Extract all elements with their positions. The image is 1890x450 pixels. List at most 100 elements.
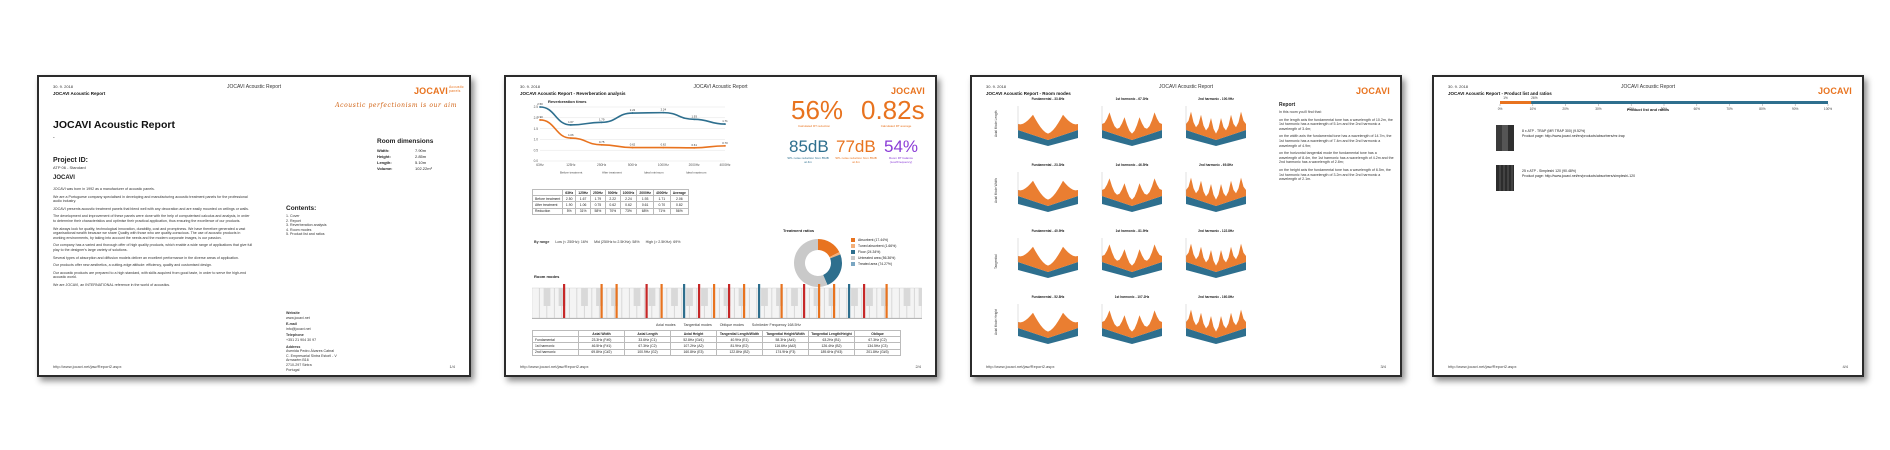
data-point — [693, 118, 696, 121]
surface-top — [1102, 112, 1162, 140]
piano-key-black — [791, 288, 798, 306]
report-paragraph: on the horizontal tangential mode the fu… — [1279, 151, 1394, 165]
piano-key-black — [701, 288, 708, 306]
ratio-tick-label: 60% — [1694, 107, 1701, 111]
description-paragraph: Several types of absorption and diffusio… — [53, 255, 239, 260]
ratio-bar-track — [1500, 101, 1828, 104]
address-line: Portugal — [286, 367, 300, 372]
contents-item[interactable]: 1. Cover — [286, 214, 300, 218]
x-tick-label: 1000Hz — [658, 163, 669, 167]
product-name: 25 x ATP - Simpleshi 120 (90.48%) — [1522, 169, 1577, 173]
mode-plot: 1st harmonic - 46.5Hz — [1098, 163, 1166, 212]
contents-item[interactable]: 3. Reverberation analysis — [286, 223, 327, 228]
ratio-tick-label: 30% — [1595, 107, 1602, 111]
email-link[interactable]: info@jocavi.net — [286, 326, 311, 331]
report-page-cover: 30. 9. 2018 JOCAVI Acoustic Report JOCAV… — [37, 75, 471, 377]
piano-key — [711, 287, 720, 319]
product-page-link[interactable]: Product page: http://www.jocavi.net/en/p… — [1522, 134, 1625, 138]
address-label: Address — [286, 344, 301, 349]
table-cell: 5% — [562, 207, 577, 215]
treatment-legend-item: Absorbent (17.44%) — [851, 237, 896, 243]
donut-slice — [818, 239, 840, 258]
report-paragraph: on the height axis the fundamental tone … — [1279, 167, 1391, 182]
product-page-link[interactable]: Product page: http://www.jocavi.net/en/p… — [1522, 174, 1636, 178]
surface-top — [1018, 180, 1078, 206]
row-label: Axial Mode Height — [994, 309, 998, 335]
modes-legend-oblique: Oblique modes — [719, 323, 744, 327]
contents-list: Contents: 1. Cover 2. Report 3. Reverberat… — [286, 205, 386, 237]
room-mode-marker — [885, 284, 888, 318]
legend-swatch — [851, 244, 855, 248]
page-header-title: JOCAVI Acoustic Report — [1158, 84, 1214, 90]
table-cell: 122.8Hz (B2) — [716, 348, 763, 356]
legend-swatch — [851, 256, 855, 260]
data-point — [693, 146, 696, 149]
surface-plot-icon — [1017, 172, 1078, 212]
piano-key-black — [761, 288, 768, 306]
surface-plot-icon — [1101, 304, 1162, 344]
dimension-value: 2.85m — [415, 154, 427, 159]
company-name: JOCAVI — [53, 175, 75, 181]
piano-key-black — [671, 288, 678, 306]
page-subtitle: JOCAVI Acoustic Report - Reverberation a… — [520, 91, 626, 96]
surface-plot-icon — [1101, 172, 1162, 212]
table-row: After treatment 1.90 1.06 0.75 0.62 0.62 0.61 0… — [531, 201, 689, 209]
table-cell: 31% — [575, 207, 591, 215]
ratio-tick-label: 50% — [1661, 107, 1668, 111]
mode-plot: 2nd harmonic - 122.8Hz — [1182, 229, 1250, 278]
data-label: 0.61 — [691, 143, 697, 147]
legend-label: Treated area (74.27%) — [858, 262, 892, 266]
contents-item[interactable]: 5. Product list and ratios — [286, 232, 325, 237]
mode-plot: Fundamental - 33.6Hz — [1014, 97, 1082, 146]
reverberation-table: 63Hz 125Hz 250Hz 500Hz 1000Hz 2000Hz 4000Hz Ave… — [531, 188, 689, 215]
contents-title: Contents: — [286, 205, 317, 212]
ratio-bar-fill — [1500, 101, 1532, 104]
y-tick-label: 1.5 — [534, 127, 539, 131]
surface-top — [1102, 310, 1162, 338]
page-subtitle: JOCAVI Acoustic Report - Room modes — [986, 91, 1071, 96]
mode-plot-title: Fundamental - 52.8Hz — [1031, 295, 1065, 299]
y-tick-label: 2.5 — [534, 105, 539, 109]
jocavi-logo: JOCAVI — [1355, 86, 1390, 96]
room-dimension-row: Width: 7.90m — [377, 148, 467, 154]
slogan: Acoustic perfectionism is our aim — [335, 102, 457, 109]
page-subtitle: JOCAVI Acoustic Report — [53, 91, 106, 96]
footer-url[interactable]: http://www.jocavi.net/jaw/Report2.aspx — [1448, 364, 1517, 369]
website-link[interactable]: www.jocavi.net — [286, 315, 310, 320]
surface-base — [1018, 328, 1078, 344]
mode-plot: 1st harmonic - 67.3Hz — [1098, 97, 1166, 146]
contents-item[interactable]: 4. Room modes — [286, 227, 312, 232]
data-label: 1.93 — [691, 114, 697, 118]
data-point — [724, 144, 726, 147]
table-cell: 69.8Hz (C#2) — [578, 348, 625, 356]
report-paragraph: on the length axis the fundamental tone … — [1279, 117, 1393, 131]
surface-top — [1186, 111, 1246, 140]
page-date: 30. 9. 2018 — [520, 84, 541, 89]
surface-top — [1018, 312, 1078, 338]
piano-key-black — [881, 288, 888, 306]
footer-url[interactable]: http://www.jocavi.net/jaw/Report2.aspx — [53, 364, 122, 369]
contents-item[interactable]: 2. Report — [286, 218, 301, 223]
footer-url[interactable]: http://www.jocavi.net/jaw/Report2.aspx — [986, 364, 1055, 369]
piano-key — [532, 287, 540, 319]
surface-top — [1186, 243, 1246, 272]
piano-key-black — [543, 288, 551, 306]
footer-url[interactable]: http://www.jocavi.net/jaw/Report2.aspx — [520, 364, 589, 369]
x-tick-label: 125Hz — [566, 163, 576, 167]
mode-plot-title: 1st harmonic - 81.9Hz — [1115, 229, 1149, 233]
company-description: JOCAVI was born in 1992 as a manufacture… — [53, 187, 253, 291]
y-tick-label: 1.0 — [534, 138, 539, 142]
donut-slice — [794, 239, 828, 287]
address-line: Avenida Pedro Álvares Cabral — [286, 349, 335, 354]
title-dash: - — [53, 135, 55, 141]
ratio-mark-label: 26% — [1531, 96, 1538, 100]
row-label: Tangential — [994, 254, 998, 269]
jocavi-logo: JOCAVIAcoustic panels — [413, 85, 464, 96]
project-id-label: Project ID: — [53, 157, 89, 164]
piano-key — [749, 287, 757, 319]
surface-plot-icon — [1101, 238, 1162, 278]
mode-plot: Fundamental - 52.8Hz — [1014, 295, 1082, 344]
mode-plot-title: 1st harmonic - 67.3Hz — [1115, 97, 1149, 101]
data-point — [724, 123, 726, 125]
description-paragraph: Our company has a varied and thorough of… — [53, 243, 253, 252]
